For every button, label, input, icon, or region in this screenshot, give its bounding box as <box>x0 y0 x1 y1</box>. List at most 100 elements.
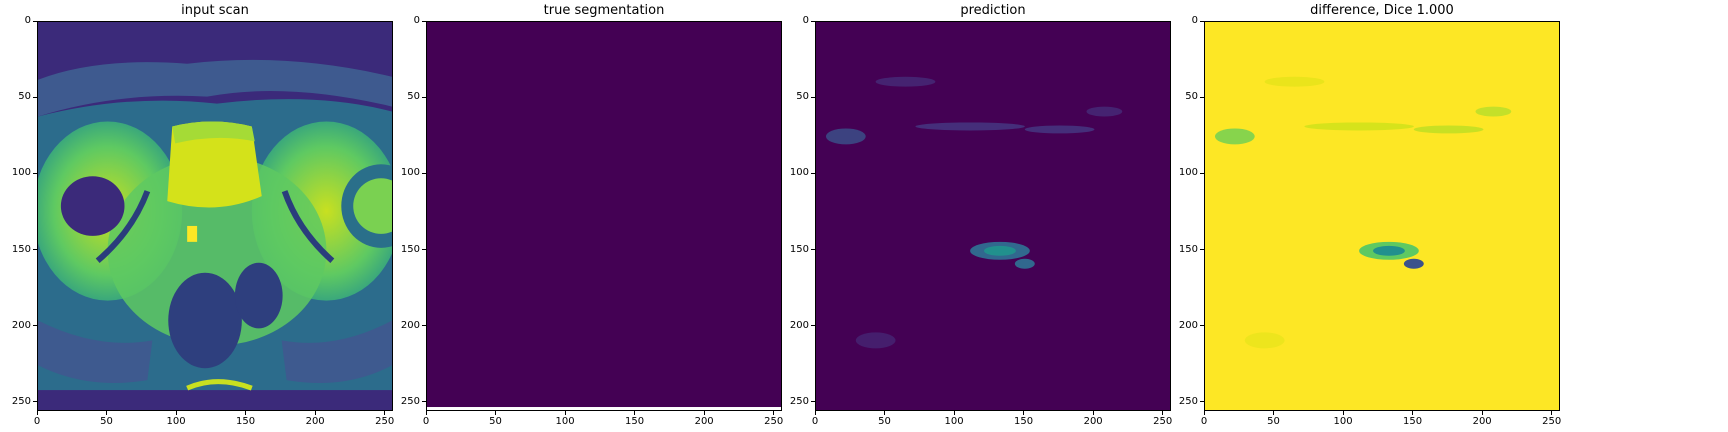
y-tick-mark <box>1200 249 1204 251</box>
y-tick-mark <box>33 249 37 251</box>
x-tick-mark <box>106 411 108 415</box>
x-tick-label: 50 <box>100 416 113 427</box>
x-tick-mark <box>1551 411 1553 415</box>
x-tick-label: 100 <box>166 416 186 427</box>
image-prediction <box>815 21 1171 411</box>
y-tick-label: 200 <box>789 319 809 331</box>
y-tick-mark <box>33 401 37 403</box>
y-tick-label: 150 <box>1178 243 1198 255</box>
y-tick-mark <box>1200 96 1204 98</box>
x-tick-label: 100 <box>1333 416 1353 427</box>
y-tick-label: 50 <box>1185 91 1198 103</box>
panel-title: true segmentation <box>543 3 665 18</box>
y-tick-mark <box>33 172 37 174</box>
panel-true-segmentation: true segmentation 0 0 50 50 100 100 150 150 200 2… <box>389 0 821 432</box>
panel-prediction: prediction 0 0 50 50 100 100 150 150 200 200 250 25… <box>778 0 1210 432</box>
x-tick-mark <box>1092 411 1094 415</box>
x-tick-mark <box>884 411 886 415</box>
y-tick-label: 100 <box>400 167 420 179</box>
y-tick-mark <box>811 172 815 174</box>
x-tick-label: 150 <box>625 416 645 427</box>
y-tick-label: 0 <box>413 15 420 26</box>
x-tick-mark <box>1162 411 1164 415</box>
y-tick-mark <box>422 172 426 174</box>
y-tick-mark <box>811 249 815 251</box>
x-tick-label: 250 <box>1542 416 1562 427</box>
panel-title: prediction <box>960 3 1026 18</box>
y-tick-label: 50 <box>796 91 809 103</box>
y-tick-mark <box>422 249 426 251</box>
x-tick-label: 0 <box>422 416 430 427</box>
y-tick-mark <box>33 96 37 98</box>
panel-difference: difference, Dice 1.000 0 0 50 50 100 100 150 15… <box>1167 0 1599 432</box>
y-tick-label: 50 <box>407 91 420 103</box>
x-tick-mark <box>1342 411 1344 415</box>
y-tick-mark <box>1200 20 1204 22</box>
x-tick-label: 150 <box>1014 416 1034 427</box>
panel-input-scan: input scan <box>0 0 432 432</box>
y-tick-label: 100 <box>1178 167 1198 179</box>
x-tick-label: 200 <box>694 416 714 427</box>
x-tick-label: 50 <box>878 416 891 427</box>
x-tick-mark <box>1273 411 1275 415</box>
y-tick-label: 150 <box>400 243 420 255</box>
x-tick-label: 150 <box>236 416 256 427</box>
x-tick-label: 250 <box>764 416 784 427</box>
x-tick-label: 100 <box>944 416 964 427</box>
x-tick-mark <box>634 411 636 415</box>
y-tick-mark <box>811 20 815 22</box>
x-tick-label: 100 <box>555 416 575 427</box>
x-tick-mark <box>564 411 566 415</box>
x-tick-label: 250 <box>375 416 395 427</box>
y-tick-mark <box>811 401 815 403</box>
y-tick-label: 100 <box>789 167 809 179</box>
y-tick-label: 0 <box>802 15 809 26</box>
x-tick-label: 200 <box>305 416 325 427</box>
y-tick-mark <box>811 96 815 98</box>
y-tick-mark <box>422 96 426 98</box>
y-tick-mark <box>422 20 426 22</box>
x-tick-label: 0 <box>1200 416 1208 427</box>
x-tick-mark <box>703 411 705 415</box>
x-tick-label: 0 <box>33 416 41 427</box>
x-tick-mark <box>1023 411 1025 415</box>
y-tick-label: 250 <box>1178 395 1198 407</box>
y-tick-label: 250 <box>400 395 420 407</box>
y-tick-label: 150 <box>11 243 31 255</box>
y-tick-mark <box>33 325 37 327</box>
x-tick-label: 250 <box>1153 416 1173 427</box>
x-tick-mark <box>36 411 38 415</box>
x-tick-mark <box>495 411 497 415</box>
x-tick-mark <box>814 411 816 415</box>
y-tick-label: 150 <box>789 243 809 255</box>
x-tick-mark <box>245 411 247 415</box>
x-tick-mark <box>425 411 427 415</box>
image-input-scan <box>37 21 393 411</box>
x-tick-label: 200 <box>1472 416 1492 427</box>
y-tick-mark <box>422 325 426 327</box>
x-tick-label: 50 <box>1267 416 1280 427</box>
y-tick-mark <box>1200 401 1204 403</box>
y-tick-mark <box>422 401 426 403</box>
x-tick-mark <box>953 411 955 415</box>
x-tick-mark <box>1203 411 1205 415</box>
x-tick-label: 0 <box>811 416 819 427</box>
y-tick-mark <box>1200 325 1204 327</box>
image-true-segmentation <box>426 21 782 411</box>
x-tick-mark <box>175 411 177 415</box>
y-tick-label: 50 <box>18 91 31 103</box>
panel-title: input scan <box>181 3 249 18</box>
y-tick-mark <box>811 325 815 327</box>
x-tick-mark <box>314 411 316 415</box>
x-tick-label: 150 <box>1403 416 1423 427</box>
y-tick-label: 100 <box>11 167 31 179</box>
x-tick-mark <box>773 411 775 415</box>
y-tick-label: 0 <box>1191 15 1198 26</box>
x-tick-mark <box>384 411 386 415</box>
y-tick-label: 200 <box>1178 319 1198 331</box>
x-tick-mark <box>1412 411 1414 415</box>
y-tick-mark <box>1200 172 1204 174</box>
x-tick-label: 200 <box>1083 416 1103 427</box>
image-difference <box>1204 21 1560 411</box>
y-tick-label: 250 <box>789 395 809 407</box>
